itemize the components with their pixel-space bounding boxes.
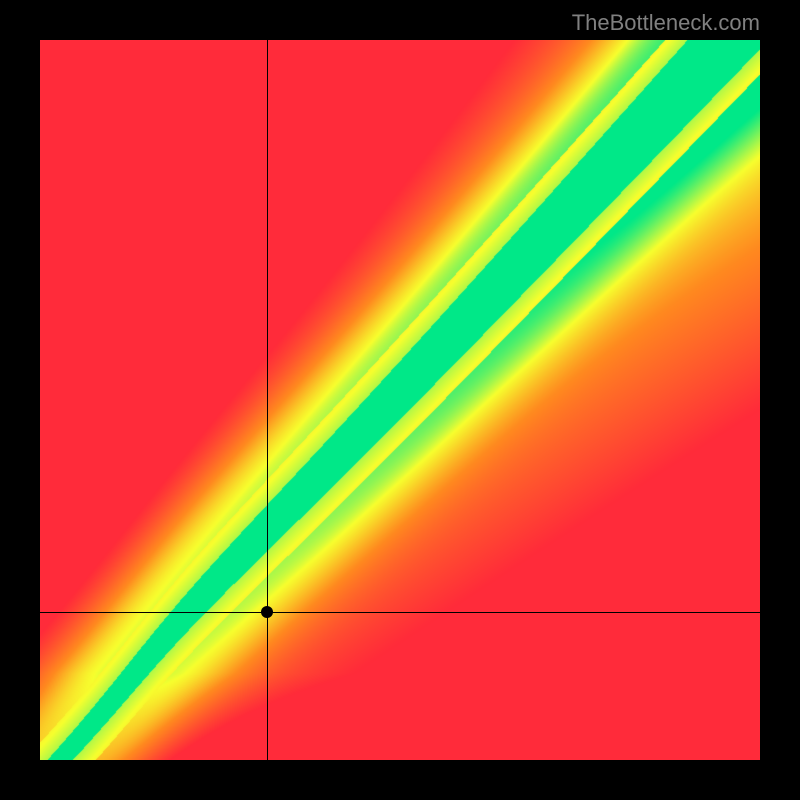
watermark-text: TheBottleneck.com [572,10,760,36]
heatmap-canvas [40,40,760,760]
chart-frame: TheBottleneck.com [0,0,800,800]
plot-area [40,40,760,760]
crosshair-horizontal [40,612,760,613]
marker-dot [261,606,273,618]
crosshair-vertical [267,40,268,760]
